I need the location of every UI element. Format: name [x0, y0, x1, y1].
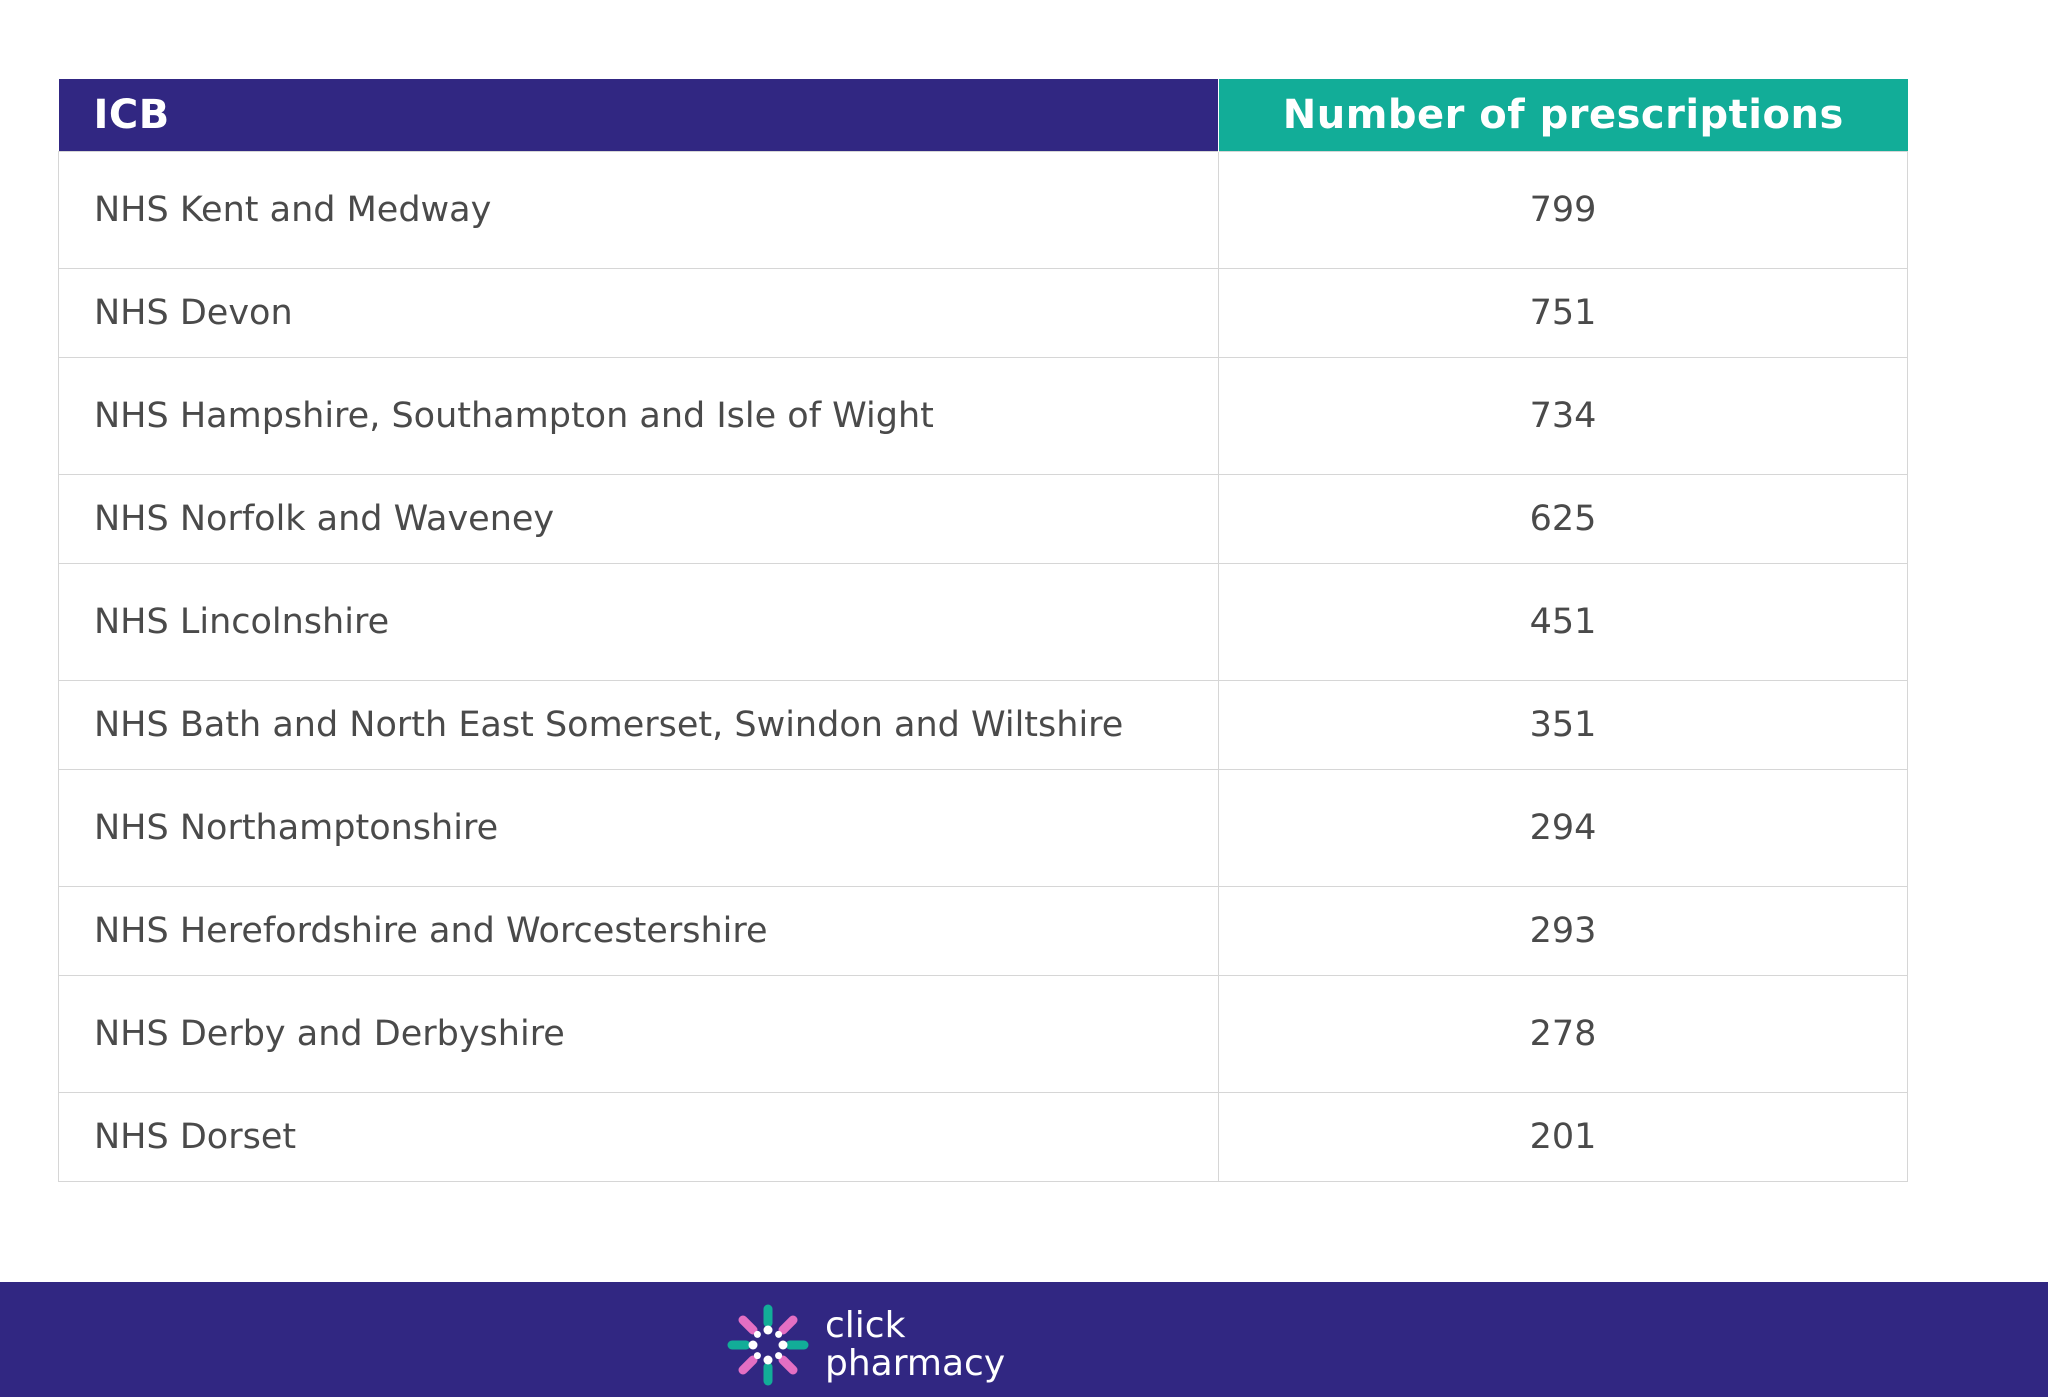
prescriptions-cell: 751	[1218, 268, 1908, 358]
prescriptions-cell: 799	[1218, 151, 1908, 269]
icb-cell: NHS Derby and Derbyshire	[58, 975, 1219, 1093]
prescriptions-cell: 451	[1218, 563, 1908, 681]
icb-cell: NHS Kent and Medway	[58, 151, 1219, 269]
icb-cell: NHS Hampshire, Southampton and Isle of W…	[58, 357, 1219, 475]
icb-cell: NHS Norfolk and Waveney	[58, 474, 1219, 564]
table-row: NHS Derby and Derbyshire 278	[58, 975, 1908, 1093]
table-row: NHS Bath and North East Somerset, Swindo…	[58, 680, 1908, 770]
table-header-row: ICB Number of prescriptions	[58, 79, 1908, 152]
prescriptions-cell: 201	[1218, 1092, 1908, 1182]
table-row: NHS Dorset 201	[58, 1092, 1908, 1182]
icb-cell: NHS Dorset	[58, 1092, 1219, 1182]
prescriptions-cell: 734	[1218, 357, 1908, 475]
brand-wordmark: click pharmacy	[825, 1307, 1005, 1383]
icb-cell: NHS Bath and North East Somerset, Swindo…	[58, 680, 1219, 770]
icb-cell: NHS Herefordshire and Worcestershire	[58, 886, 1219, 976]
table-row: NHS Lincolnshire 451	[58, 563, 1908, 681]
click-pharmacy-logo-icon	[727, 1304, 809, 1386]
prescriptions-cell: 351	[1218, 680, 1908, 770]
icb-cell: NHS Northamptonshire	[58, 769, 1219, 887]
prescriptions-table: ICB Number of prescriptions NHS Kent and…	[58, 79, 1908, 1182]
icb-cell: NHS Lincolnshire	[58, 563, 1219, 681]
column-header-icb: ICB	[58, 79, 1219, 152]
table-row: NHS Hampshire, Southampton and Isle of W…	[58, 357, 1908, 475]
prescriptions-cell: 294	[1218, 769, 1908, 887]
brand-line-pharmacy: pharmacy	[825, 1343, 1006, 1384]
prescriptions-cell: 278	[1218, 975, 1908, 1093]
icb-cell: NHS Devon	[58, 268, 1219, 358]
table-row: NHS Norfolk and Waveney 625	[58, 474, 1908, 564]
table-body: NHS Kent and Medway 799 NHS Devon 751 NH…	[58, 151, 1908, 1182]
table-row: NHS Herefordshire and Worcestershire 293	[58, 886, 1908, 976]
table-row: NHS Northamptonshire 294	[58, 769, 1908, 887]
brand-line-click: click	[825, 1305, 906, 1346]
prescriptions-cell: 625	[1218, 474, 1908, 564]
prescriptions-cell: 293	[1218, 886, 1908, 976]
brand: click pharmacy	[726, 1302, 1005, 1388]
column-header-prescriptions: Number of prescriptions	[1218, 79, 1908, 152]
table-row: NHS Kent and Medway 799	[58, 151, 1908, 269]
footer-bar: click pharmacy	[0, 1282, 2048, 1397]
table-row: NHS Devon 751	[58, 268, 1908, 358]
